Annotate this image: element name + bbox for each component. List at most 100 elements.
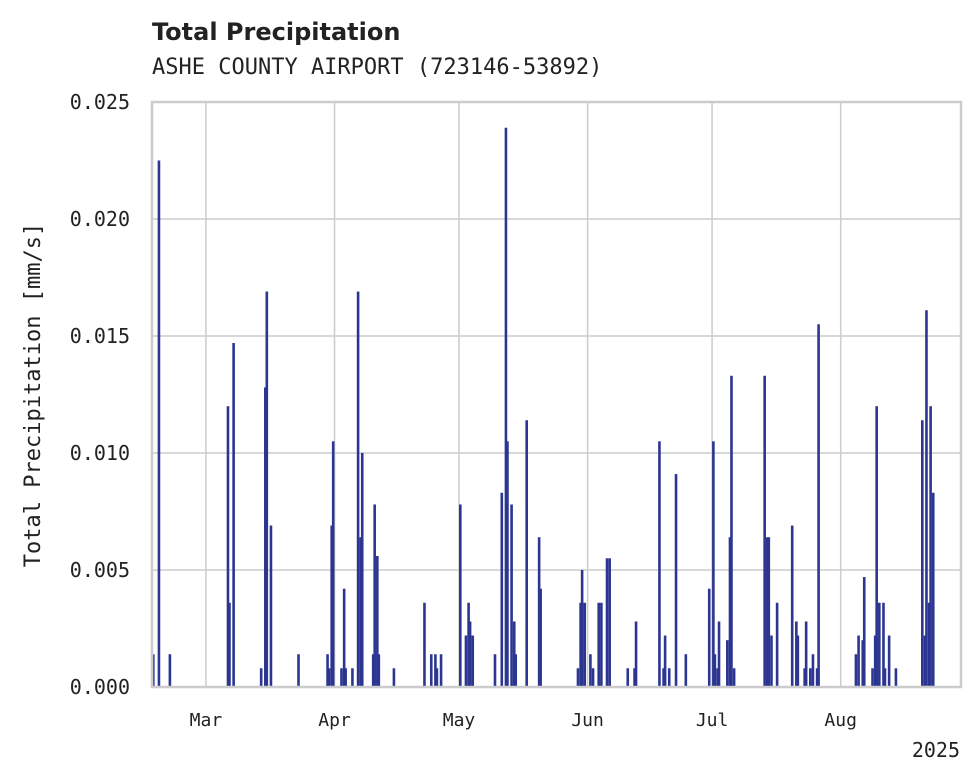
precipitation-bar — [658, 441, 661, 687]
x-tick-label: Aug — [824, 710, 857, 731]
precipitation-bar — [875, 406, 878, 687]
precipitation-bar — [854, 654, 858, 687]
precipitation-bar — [168, 654, 172, 687]
precipitation-bar — [684, 654, 688, 687]
precipitation-bar — [392, 668, 396, 687]
precipitation-bar — [873, 635, 877, 687]
precipitation-bar — [717, 621, 721, 687]
precipitation-bar — [371, 654, 375, 687]
precipitation-bar — [326, 654, 329, 687]
precipitation-bar — [633, 668, 636, 687]
precipitation-bar — [597, 602, 601, 687]
precipitation-bar — [525, 420, 528, 687]
chart-subtitle: ASHE COUNTY AIRPORT (723146-53892) — [152, 55, 602, 80]
y-tick-label: 0.020 — [70, 207, 130, 231]
precipitation-bar — [471, 635, 475, 687]
precipitation-bar — [344, 668, 347, 687]
precipitation-bar — [514, 654, 518, 687]
precipitation-bar — [506, 441, 509, 687]
precipitation-bar — [297, 654, 300, 687]
precipitation-bar — [467, 602, 470, 687]
precipitation-bar — [360, 453, 364, 687]
grid-lines — [152, 102, 961, 687]
precipitation-bar — [804, 621, 808, 687]
y-tick-label: 0.010 — [70, 441, 130, 465]
precipitation-bar — [811, 654, 815, 687]
precipitation-bars — [152, 127, 935, 688]
precipitation-bar — [500, 492, 504, 687]
precipitation-bar — [707, 588, 711, 687]
precipitation-bar — [269, 525, 273, 687]
precipitation-bar — [795, 621, 798, 687]
precipitation-bar — [580, 570, 584, 687]
precipitation-bar — [815, 668, 819, 687]
precipitation-bar — [608, 558, 611, 687]
y-axis-label: Total Precipitation [mm/s] — [21, 223, 46, 567]
precipitation-bar — [510, 504, 513, 687]
precipitation-bar — [512, 621, 516, 687]
precipitation-bar — [340, 668, 343, 687]
precipitation-bar — [713, 654, 717, 687]
precipitation-bar — [861, 640, 865, 687]
precipitation-bar — [373, 504, 376, 687]
precipitation-bar — [770, 635, 773, 687]
precipitation-bar — [871, 668, 874, 687]
x-tick-label: Apr — [318, 710, 351, 731]
precipitation-bar — [808, 668, 812, 687]
precipitation-bar — [265, 291, 269, 687]
precipitation-bar — [929, 406, 932, 687]
precipitation-bar — [931, 492, 935, 687]
y-tick-label: 0.015 — [70, 324, 130, 348]
precipitation-bar — [576, 668, 580, 687]
precipitation-bar — [359, 537, 363, 687]
precipitation-bar — [857, 635, 860, 687]
precipitation-bar — [423, 602, 426, 687]
precipitation-bar — [663, 635, 667, 687]
precipitation-bar — [464, 635, 468, 687]
x-tick-label: Jul — [696, 710, 729, 731]
precipitation-bar — [667, 668, 671, 687]
precipitation-bar — [228, 602, 231, 687]
precipitation-bar — [878, 602, 881, 687]
y-tick-label: 0.025 — [70, 90, 130, 114]
precipitation-bar — [763, 375, 766, 687]
precipitation-bar — [539, 588, 542, 687]
x-tick-label: Jun — [571, 710, 604, 731]
precipitation-bar — [330, 525, 333, 687]
precipitation-bar — [662, 668, 665, 687]
precipitation-bar — [882, 602, 885, 687]
precipitation-bar — [226, 406, 230, 687]
y-tick-label: 0.005 — [70, 558, 130, 582]
precipitation-bar — [728, 537, 732, 687]
precipitation-bar — [790, 525, 794, 687]
x-tick-label: Mar — [190, 710, 223, 731]
precipitation-bar — [331, 441, 335, 687]
precipitation-bar — [537, 537, 541, 687]
precipitation-bar — [862, 577, 866, 687]
precipitation-bar — [259, 668, 263, 687]
precipitation-bar — [605, 558, 609, 687]
precipitation-bar — [626, 668, 630, 687]
precipitation-bar — [925, 310, 928, 687]
precipitation-bar — [726, 640, 729, 687]
precipitation-bar — [157, 160, 161, 687]
precipitation-bar — [921, 420, 924, 687]
precipitation-bar — [767, 537, 771, 687]
precipitation-bar — [796, 635, 800, 687]
x-axis-year-label: 2025 — [912, 738, 960, 762]
precipitation-bar — [730, 375, 733, 687]
precipitation-bar — [589, 654, 592, 687]
x-axis-ticks: Mar Apr May Jun Jul Aug — [190, 710, 857, 731]
precipitation-bar — [775, 602, 779, 687]
chart-title: Total Precipitation — [152, 18, 400, 46]
precipitation-bar — [591, 668, 595, 687]
precipitation-bar — [923, 635, 927, 687]
precipitation-bar — [927, 602, 931, 687]
precipitation-bar — [634, 621, 638, 687]
precipitation-bar — [232, 343, 235, 687]
precipitation-bar — [468, 621, 472, 687]
plot-frame — [150, 100, 963, 689]
precipitation-bar — [887, 635, 891, 687]
y-tick-label: 0.000 — [70, 675, 130, 699]
precipitation-bar — [803, 668, 806, 687]
